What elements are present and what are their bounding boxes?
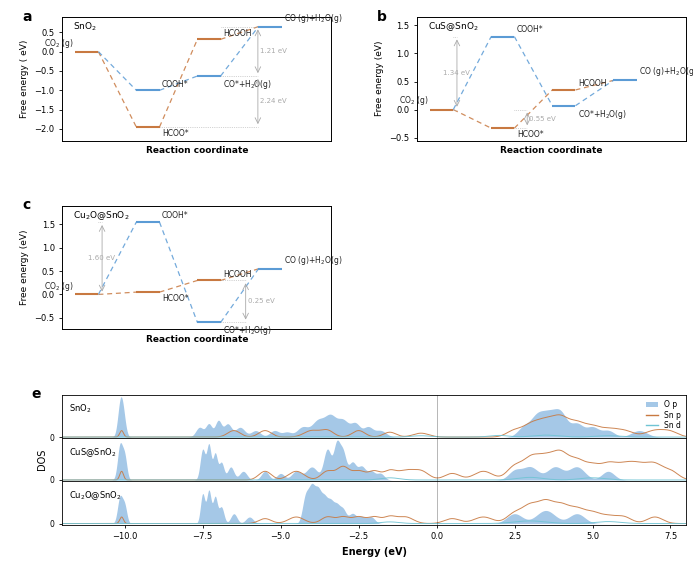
Y-axis label: Free energy (eV): Free energy (eV): [20, 230, 29, 305]
X-axis label: Reaction coordinate: Reaction coordinate: [500, 146, 603, 155]
Text: CO$_2$ (g): CO$_2$ (g): [44, 280, 73, 293]
Text: HCOO*: HCOO*: [162, 294, 188, 303]
Text: CO (g)+H$_2$O(g): CO (g)+H$_2$O(g): [639, 65, 693, 78]
X-axis label: Energy (eV): Energy (eV): [342, 547, 407, 557]
Y-axis label: Free energy ( eV): Free energy ( eV): [20, 39, 29, 118]
Text: Cu$_2$O@SnO$_2$: Cu$_2$O@SnO$_2$: [73, 210, 130, 222]
Text: CO (g)+H$_2$O(g): CO (g)+H$_2$O(g): [284, 12, 343, 25]
Text: CO*+H$_2$O(g): CO*+H$_2$O(g): [223, 324, 272, 337]
Text: b: b: [377, 10, 387, 24]
Text: Cu$_2$O@SnO$_2$: Cu$_2$O@SnO$_2$: [69, 489, 121, 502]
Text: CO$_2$ (g): CO$_2$ (g): [44, 37, 73, 50]
Y-axis label: Free energy (eV): Free energy (eV): [375, 41, 384, 116]
Text: 1.60 eV: 1.60 eV: [88, 255, 115, 261]
Legend: O p, Sn p, Sn d: O p, Sn p, Sn d: [644, 399, 682, 431]
Text: c: c: [22, 199, 30, 213]
Text: CO*+H$_2$O(g): CO*+H$_2$O(g): [578, 108, 627, 121]
Text: HCOOH: HCOOH: [223, 270, 252, 279]
Text: COOH*: COOH*: [162, 80, 188, 89]
Text: 0.55 eV: 0.55 eV: [529, 116, 556, 122]
X-axis label: Reaction coordinate: Reaction coordinate: [146, 335, 248, 344]
Text: HCOO*: HCOO*: [517, 130, 543, 139]
Text: a: a: [22, 10, 32, 24]
Text: CO$_2$ (g): CO$_2$ (g): [399, 94, 428, 107]
Text: HCOO*: HCOO*: [162, 129, 188, 138]
Text: SnO$_2$: SnO$_2$: [69, 403, 91, 415]
Text: COOH*: COOH*: [162, 212, 188, 221]
Text: CO*+H$_2$O(g): CO*+H$_2$O(g): [223, 78, 272, 91]
Y-axis label: DOS: DOS: [37, 449, 47, 470]
Text: CuS@SnO$_2$: CuS@SnO$_2$: [69, 446, 116, 459]
Text: HCOOH: HCOOH: [223, 29, 252, 38]
Text: CO (g)+H$_2$O(g): CO (g)+H$_2$O(g): [284, 254, 343, 267]
Text: 2.24 eV: 2.24 eV: [261, 99, 287, 104]
Text: HCOOH: HCOOH: [578, 79, 606, 87]
X-axis label: Reaction coordinate: Reaction coordinate: [146, 146, 248, 155]
Text: 0.25 eV: 0.25 eV: [248, 298, 275, 305]
Text: e: e: [31, 387, 41, 401]
Text: 1.21 eV: 1.21 eV: [261, 49, 287, 54]
Text: SnO$_2$: SnO$_2$: [73, 21, 97, 33]
Text: CuS@SnO$_2$: CuS@SnO$_2$: [428, 21, 479, 33]
Text: COOH*: COOH*: [517, 25, 543, 34]
Text: 1.34 eV: 1.34 eV: [444, 70, 470, 76]
